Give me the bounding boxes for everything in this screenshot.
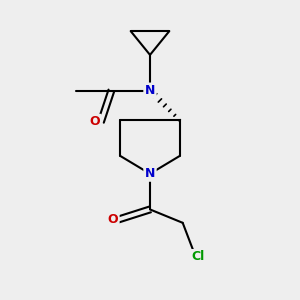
Text: O: O <box>107 213 118 226</box>
Text: O: O <box>90 115 100 128</box>
Text: N: N <box>145 84 155 97</box>
Text: N: N <box>145 167 155 180</box>
Text: Cl: Cl <box>191 250 204 263</box>
